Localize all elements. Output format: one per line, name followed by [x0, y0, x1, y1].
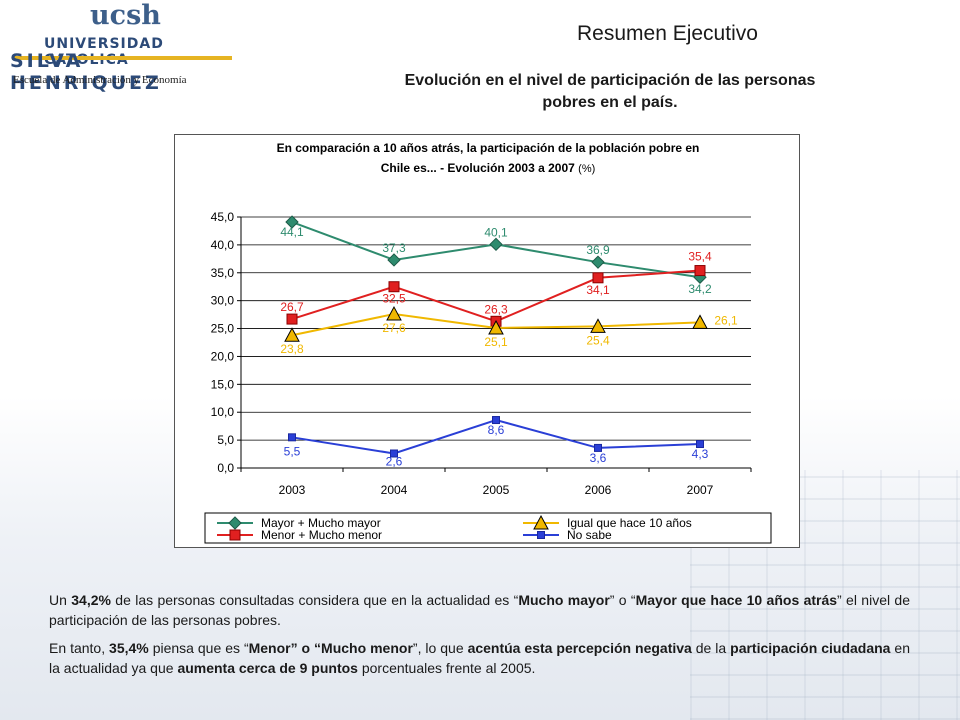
- paragraph-2-run: porcentuales frente al 2005.: [357, 660, 536, 676]
- data-point: [591, 255, 605, 269]
- y-tick-label: 20,0: [211, 349, 235, 363]
- y-tick-label: 0,0: [217, 461, 234, 475]
- paragraph-2-run: de la: [691, 640, 731, 656]
- logo-band: [12, 56, 232, 60]
- slide-subtitle: Evolución en el nivel de participación d…: [340, 70, 880, 114]
- paragraph-2-run: Menor” o “Mucho menor: [248, 640, 413, 656]
- data-point: [594, 443, 602, 452]
- subtitle-line-1: Evolución en el nivel de participación d…: [404, 72, 816, 89]
- paragraph-2-run: participación ciudadana: [730, 640, 891, 656]
- y-tick-label: 10,0: [211, 405, 235, 419]
- paragraph-2-run: acentúa esta percepción negativa: [467, 640, 692, 656]
- legend-marker: [228, 516, 242, 530]
- legend-marker: [533, 514, 549, 530]
- paragraph-2-run: ”, lo que: [412, 640, 468, 656]
- legend-marker: [537, 531, 545, 539]
- logo-name: SILVA HENRIQUEZ: [10, 50, 162, 94]
- data-point: [592, 272, 604, 284]
- data-label: 4,3: [692, 447, 709, 461]
- legend-box: [204, 512, 772, 544]
- data-label: 40,1: [484, 225, 508, 239]
- data-label: 26,3: [484, 302, 508, 316]
- chart-title-unit: (%): [578, 163, 595, 175]
- data-point: [692, 314, 708, 329]
- data-label: 25,4: [586, 333, 610, 347]
- y-tick-label: 15,0: [211, 377, 235, 391]
- data-point: [285, 215, 299, 229]
- data-point: [386, 305, 402, 321]
- data-label: 23,8: [280, 342, 304, 356]
- y-tick-label: 40,0: [211, 238, 235, 252]
- data-point: [286, 313, 298, 325]
- data-point: [488, 319, 504, 335]
- chart-title-line-2: Chile es... - Evolución 2003 a 2007 (%): [381, 161, 596, 175]
- data-point: [390, 449, 398, 458]
- y-tick-label: 30,0: [211, 294, 235, 308]
- x-tick-label: 2006: [585, 483, 612, 497]
- x-tick-label: 2004: [381, 483, 408, 497]
- data-label: 44,1: [280, 225, 304, 239]
- data-label: 34,1: [586, 283, 610, 297]
- university-logo: ucsh UNIVERSIDAD CATOLICA SILVA HENRIQUE…: [0, 0, 240, 95]
- legend-label: No sabe: [567, 528, 612, 542]
- data-label: 37,3: [382, 241, 406, 255]
- paragraph-1-run: ” o “: [609, 592, 636, 608]
- x-tick-label: 2007: [687, 483, 714, 497]
- chart-title-line-1: En comparación a 10 años atrás, la parti…: [277, 141, 700, 155]
- paragraph-2-run: piensa que es “: [148, 640, 249, 656]
- paragraph-1-run: 34,2%: [71, 592, 111, 608]
- data-label: 26,7: [280, 300, 304, 314]
- paragraph-1-run: de las personas consultadas considera qu…: [110, 592, 519, 608]
- data-label: 2,6: [386, 454, 403, 468]
- subtitle-line-2: pobres en el país.: [542, 94, 678, 111]
- data-point: [284, 327, 300, 342]
- data-label: 3,6: [590, 451, 607, 465]
- y-tick-label: 5,0: [217, 433, 234, 447]
- data-label: 8,6: [488, 423, 505, 437]
- paragraph-1-run: Mucho mayor: [518, 592, 610, 608]
- data-point: [492, 416, 500, 425]
- data-label: 36,9: [586, 243, 610, 257]
- logo-acronym: ucsh: [90, 0, 161, 31]
- paragraph-2-run: En tanto,: [49, 640, 110, 656]
- data-label: 32,5: [382, 292, 406, 306]
- summary-paragraph-2: En tanto, 35,4% piensa que es “Menor” o …: [49, 638, 910, 678]
- x-tick-label: 2005: [483, 483, 510, 497]
- data-point: [288, 433, 296, 442]
- legend-marker: [229, 529, 241, 541]
- legend-label: Menor + Mucho menor: [261, 528, 382, 542]
- data-label: 26,1: [714, 313, 738, 327]
- chart-svg: En comparación a 10 años atrás, la parti…: [204, 141, 772, 544]
- page-title: Resumen Ejecutivo: [577, 22, 758, 45]
- paragraph-1-run: ” el nivel de participación de las perso…: [49, 592, 910, 628]
- data-point: [696, 440, 704, 449]
- data-point: [489, 237, 503, 252]
- legend-label: Igual que hace 10 años: [567, 516, 692, 530]
- data-point: [388, 281, 400, 293]
- paragraph-2-run: 35,4%: [109, 640, 149, 656]
- summary-paragraph-1: Un 34,2% de las personas consultadas con…: [49, 590, 910, 630]
- school-name: Escuela de Administración y Economía: [13, 74, 187, 86]
- legend-label: Mayor + Mucho mayor: [261, 516, 381, 530]
- line-chart: En comparación a 10 años atrás, la parti…: [174, 134, 800, 548]
- data-label: 27,6: [382, 321, 406, 335]
- data-label: 5,5: [284, 444, 301, 458]
- data-label: 25,1: [484, 335, 508, 349]
- paragraph-2-run: aumenta cerca de 9 puntos: [177, 660, 358, 676]
- data-point: [387, 253, 401, 267]
- summary-text: Un 34,2% de las personas consultadas con…: [49, 590, 910, 686]
- data-point: [590, 318, 606, 333]
- y-tick-label: 35,0: [211, 266, 235, 280]
- y-tick-label: 25,0: [211, 322, 235, 336]
- y-tick-label: 45,0: [211, 210, 235, 224]
- x-tick-label: 2003: [279, 483, 306, 497]
- paragraph-2-run: en la actualidad ya que: [49, 640, 910, 676]
- data-label: 35,4: [688, 250, 712, 264]
- data-label: 34,2: [688, 282, 712, 296]
- data-point: [694, 265, 706, 277]
- paragraph-1-run: Mayor que hace 10 años atrás: [635, 592, 838, 608]
- paragraph-1-run: Un: [49, 592, 72, 608]
